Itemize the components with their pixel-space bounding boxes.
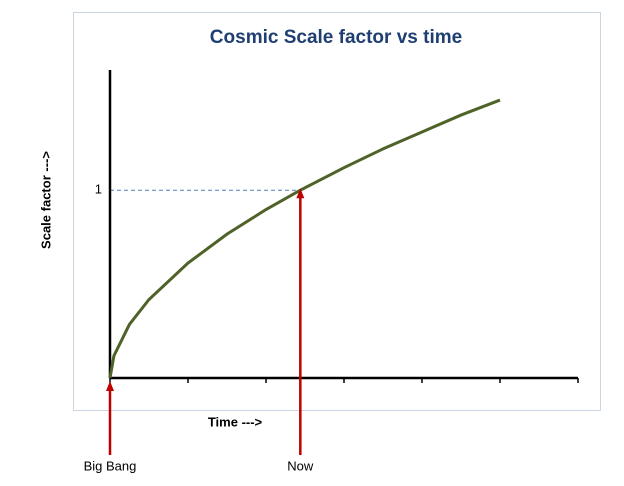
chart-frame [73, 12, 601, 411]
arrow-head [296, 188, 305, 199]
data-line [108, 98, 501, 379]
y-tick-label: 1 [95, 182, 102, 197]
x-axis-label: Time ---> [208, 414, 263, 429]
arrow-head [106, 381, 114, 391]
y-axis-label: Scale factor ---> [38, 151, 53, 249]
annotation-label: Now [287, 458, 314, 473]
chart-title: Cosmic Scale factor vs time [210, 27, 462, 48]
annotation-label: Big Bang [84, 458, 137, 473]
